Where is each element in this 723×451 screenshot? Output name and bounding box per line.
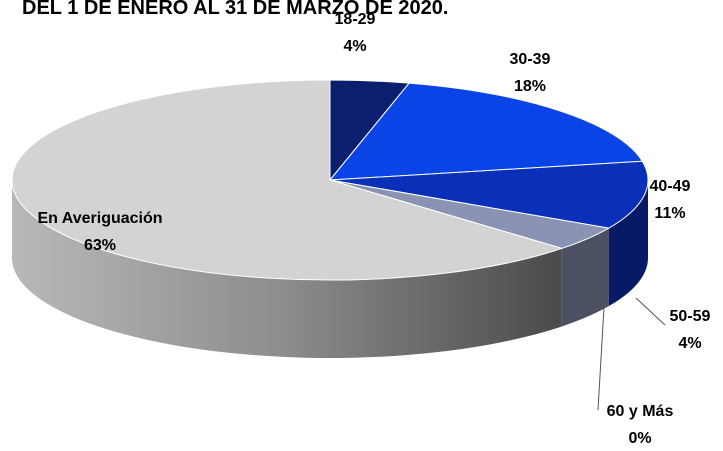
- slice-side: [608, 180, 648, 307]
- value-label: 11%: [654, 205, 685, 222]
- value-label: 18%: [514, 78, 546, 95]
- value-label: 4%: [678, 335, 701, 352]
- value-label: 0%: [628, 430, 651, 446]
- category-label: 30-39: [510, 51, 551, 68]
- chart-title: DEL 1 DE ENERO AL 31 DE MARZO DE 2020.: [22, 0, 448, 19]
- pie: [11, 79, 649, 358]
- slice-side: [561, 228, 609, 327]
- category-label: 40-49: [650, 178, 691, 195]
- category-label: 60 y Más: [607, 403, 674, 420]
- slice-side: [12, 180, 562, 358]
- leader-line: [635, 297, 666, 326]
- slice: [11, 79, 564, 281]
- value-label: 4%: [343, 38, 366, 55]
- value-label: 63%: [84, 237, 116, 254]
- category-label: En Averiguación: [37, 210, 162, 227]
- slice: [329, 160, 649, 229]
- category-label: 50-59: [670, 308, 711, 325]
- leader-line: [597, 289, 606, 411]
- labels: 18-29 4% 30-39 18% 40-49 11% 50-59 4% 60 y Más 0%…: [37, 11, 711, 447]
- category-label: 18-29: [335, 11, 376, 28]
- slice: [328, 82, 644, 181]
